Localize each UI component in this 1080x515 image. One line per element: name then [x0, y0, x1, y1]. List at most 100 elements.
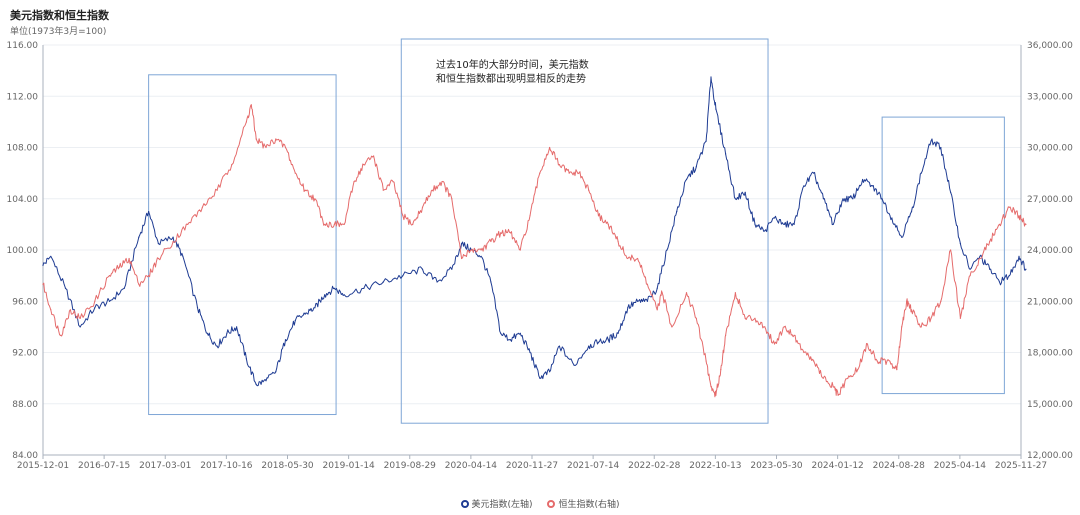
- hsi-data-point: [832, 386, 834, 388]
- hsi-data-point: [998, 223, 1001, 225]
- usd-data-point: [509, 339, 512, 341]
- x-tick-label: 2025-04-14: [934, 461, 987, 471]
- hsi-data-point: [671, 326, 673, 328]
- hsi-data-point: [333, 223, 335, 225]
- hsi-data-point: [715, 394, 717, 396]
- hsi-data-point: [529, 215, 531, 217]
- usd-data-point: [558, 345, 561, 347]
- usd-data-point: [910, 211, 913, 213]
- x-tick-label: 2024-01-12: [811, 461, 863, 471]
- legend-marker-hsi: [547, 499, 556, 508]
- hsi-data-point: [490, 240, 492, 243]
- usd-data-point: [461, 243, 463, 245]
- y-right-tick-label: 36,000.00: [1027, 41, 1073, 51]
- hsi-data-point: [959, 317, 962, 319]
- y-right-tick-label: 27,000.00: [1027, 195, 1073, 205]
- x-tick-label: 2015-12-01: [17, 461, 69, 471]
- usd-data-point: [1018, 255, 1020, 257]
- y-left-tick-label: 108.00: [7, 144, 39, 154]
- usd-data-point: [832, 223, 834, 225]
- usd-data-point: [597, 341, 600, 343]
- usd-data-point: [666, 249, 668, 251]
- hsi-data-point: [568, 172, 570, 174]
- usd-data-point: [157, 243, 159, 245]
- usd-data-point: [519, 332, 521, 334]
- annotation-line-1: 过去10年的大部分时间，美元指数: [436, 58, 589, 71]
- hsi-data-point: [661, 292, 663, 294]
- y-right-tick-label: 21,000.00: [1027, 297, 1073, 307]
- usd-data-point: [989, 268, 991, 270]
- hsi-data-point: [412, 223, 414, 225]
- hsi-data-point: [128, 257, 130, 260]
- usd-data-point: [1025, 268, 1027, 270]
- hsi-data-point: [720, 369, 722, 371]
- hsi-data-point: [94, 300, 96, 302]
- hsi-data-point: [500, 232, 502, 234]
- x-tick-label: 2020-04-14: [445, 461, 498, 471]
- x-tick-label: 2019-08-29: [384, 461, 437, 471]
- hsi-data-point: [539, 172, 541, 174]
- usd-data-point: [891, 217, 893, 219]
- hsi-data-point: [744, 317, 746, 319]
- usd-data-point: [294, 319, 296, 322]
- usd-data-point: [182, 255, 184, 257]
- hsi-data-point: [255, 138, 257, 140]
- annotation-line-2: 和恒生指数都出现明显相反的走势: [436, 72, 586, 85]
- usd-data-point: [42, 264, 44, 266]
- chart-title: 美元指数和恒生指数: [10, 9, 109, 22]
- usd-data-point: [734, 198, 737, 200]
- hsi-data-point: [617, 240, 619, 243]
- usd-data-point: [793, 223, 795, 225]
- usd-data-point: [998, 281, 1001, 283]
- x-tick-label: 2020-11-27: [506, 461, 558, 471]
- usd-data-point: [196, 307, 199, 309]
- usd-data-point: [920, 172, 922, 174]
- hsi-data-point: [148, 275, 150, 277]
- hsi-data-point: [783, 326, 785, 328]
- x-tick-label: 2017-03-01: [139, 461, 191, 471]
- usd-data-point: [852, 198, 854, 200]
- usd-data-point: [490, 281, 492, 283]
- hsi-data-point: [793, 334, 795, 336]
- hsi-data-point: [392, 181, 394, 183]
- hsi-data-point: [509, 232, 512, 234]
- y-left-tick-label: 100.00: [7, 246, 39, 256]
- hsi-data-point: [275, 138, 277, 140]
- hsi-data-point: [250, 104, 252, 106]
- hsi-data-point: [461, 257, 463, 260]
- hsi-data-point: [754, 317, 756, 319]
- usd-data-point: [573, 364, 575, 366]
- highlight-boxes: [148, 38, 1005, 424]
- usd-data-point: [529, 351, 531, 354]
- usd-data-point: [324, 294, 326, 296]
- usd-data-point: [695, 166, 697, 168]
- y-left-tick-label: 92.00: [12, 349, 38, 359]
- usd-data-point: [901, 236, 903, 238]
- usd-data-point: [275, 371, 277, 373]
- hsi-data-point: [402, 215, 404, 217]
- hsi-data-point: [265, 146, 267, 149]
- hsi-data-point: [705, 360, 707, 362]
- usd-data-point: [930, 140, 932, 142]
- legend-marker-usd: [460, 499, 469, 508]
- usd-data-point: [959, 243, 962, 245]
- hsi-data-point: [1018, 215, 1020, 217]
- hsi-data-point: [294, 172, 296, 174]
- x-tick-label: 2019-01-14: [322, 461, 375, 471]
- y-right-tick-label: 15,000.00: [1027, 400, 1073, 410]
- usd-data-point: [304, 313, 306, 315]
- legend-item-hsi[interactable]: 恒生指数(右轴): [547, 497, 619, 510]
- hsi-data-point: [813, 360, 815, 362]
- hsi-data-point: [201, 206, 203, 208]
- hsi-data-point: [710, 386, 712, 388]
- hsi-data-point: [353, 181, 355, 183]
- hsi-data-point: [108, 275, 111, 277]
- usd-data-point: [500, 332, 502, 334]
- usd-data-point: [333, 287, 335, 289]
- x-tick-label: 2021-07-14: [567, 461, 620, 471]
- usd-data-point: [216, 345, 218, 347]
- usd-data-point: [206, 332, 208, 334]
- legend-item-usd[interactable]: 美元指数(左轴): [460, 497, 533, 510]
- series-lines: [42, 76, 1027, 398]
